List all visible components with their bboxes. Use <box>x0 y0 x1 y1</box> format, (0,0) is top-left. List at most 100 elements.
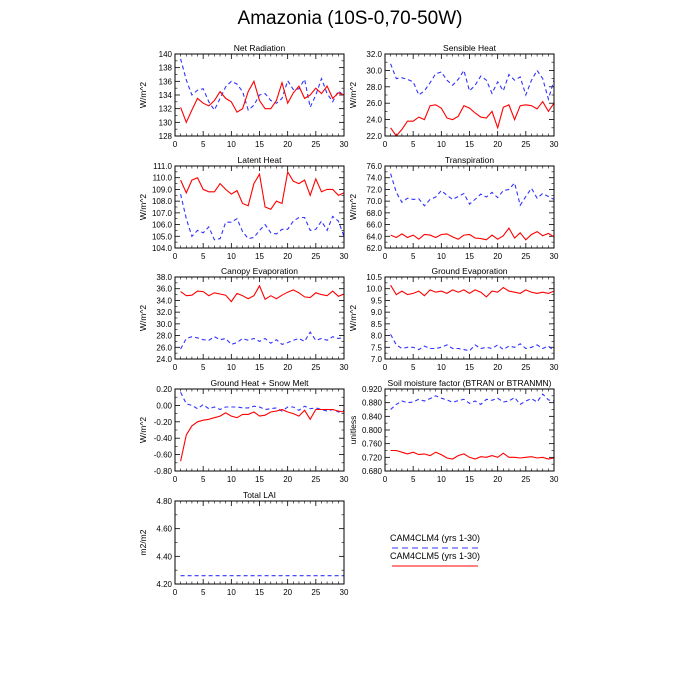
y-tick-label: -0.60 <box>154 451 173 460</box>
x-tick-label: 30 <box>550 140 559 149</box>
series-line-clm4 <box>180 193 345 241</box>
y-tick-label: 32.0 <box>366 50 382 59</box>
x-tick-label: 20 <box>493 363 502 372</box>
x-tick-label: 25 <box>311 363 320 372</box>
x-tick-label: 5 <box>201 363 206 372</box>
y-tick-label: 62.0 <box>366 244 382 253</box>
x-tick-label: 5 <box>411 140 416 149</box>
y-tick-label: 76.0 <box>366 162 382 171</box>
panel-5: Canopy Evaporation W/m^2 0 5 10 15 20 25 30 24.0 2… <box>138 266 349 372</box>
x-tick-label: 20 <box>283 252 292 261</box>
y-tick-label: 30.0 <box>366 66 382 75</box>
legend-label: CAM4CLM4 (yrs 1-30) <box>390 533 480 543</box>
x-tick-label: 25 <box>311 252 320 261</box>
y-tick-label: 0.680 <box>362 467 383 476</box>
plot-frame <box>174 276 345 360</box>
series-line-clm4 <box>390 393 555 410</box>
y-tick-label: 7.5 <box>371 343 383 352</box>
figure-title: Amazonia (10S-0,70-50W) <box>237 8 463 29</box>
panel-title: Ground Heat + Snow Melt <box>210 378 309 388</box>
series-line-clm4 <box>180 58 345 112</box>
panel-title: Transpiration <box>445 155 495 165</box>
y-tick-label: 105.0 <box>152 232 173 241</box>
x-tick-label: 30 <box>340 363 349 372</box>
panel-3: Latent Heat W/m^2 0 5 10 15 20 25 30 104.0 105.0 10… <box>138 155 349 261</box>
y-tick-label: 64.0 <box>366 232 382 241</box>
y-tick-label: 4.80 <box>156 497 172 506</box>
x-tick-label: 30 <box>340 252 349 261</box>
x-tick-label: 15 <box>255 140 264 149</box>
panel-4: Transpiration W/m^2 0 5 10 15 20 25 30 62.0 64.0 66… <box>348 155 559 261</box>
y-tick-label: 38.0 <box>156 273 172 282</box>
x-tick-label: 30 <box>340 140 349 149</box>
y-tick-label: 0.800 <box>362 426 383 435</box>
x-tick-label: 0 <box>383 140 388 149</box>
plot-frame <box>384 388 555 472</box>
plot-frame <box>384 165 555 249</box>
x-tick-label: 10 <box>227 252 236 261</box>
plot-frame <box>174 53 345 137</box>
x-tick-label: 30 <box>550 252 559 261</box>
y-axis-label: m2/m2 <box>138 529 148 555</box>
x-tick-label: 5 <box>201 588 206 597</box>
y-tick-label: 108.0 <box>152 197 173 206</box>
x-tick-label: 10 <box>437 252 446 261</box>
plot-frame <box>174 500 345 585</box>
series-line-clm5 <box>390 449 555 460</box>
y-tick-label: 4.20 <box>156 580 172 589</box>
x-tick-label: 20 <box>283 588 292 597</box>
series-line-clm4 <box>180 331 345 350</box>
plot-frame <box>174 388 345 472</box>
panel-6: Ground Evaporation W/m^2 0 5 10 15 20 25 30 7.0 7.… <box>348 266 559 372</box>
y-tick-label: 66.0 <box>366 221 382 230</box>
panel-title: Ground Evaporation <box>431 266 507 276</box>
panel-title: Soil moisture factor (BTRAN or BTRANMN) <box>388 378 552 388</box>
x-tick-label: 15 <box>255 588 264 597</box>
x-tick-label: 5 <box>201 475 206 484</box>
panel-2: Sensible Heat W/m^2 0 5 10 15 20 25 30 22.0 24.0 26… <box>348 43 559 149</box>
x-tick-label: 20 <box>283 140 292 149</box>
y-tick-label: 10.0 <box>366 285 382 294</box>
y-tick-label: -0.20 <box>154 418 173 427</box>
panel-9: Total LAI m2/m2 0 5 10 15 20 25 30 4.20 4.40 4.60 4.… <box>138 490 349 597</box>
series-line-clm4 <box>390 63 555 102</box>
panel-title: Sensible Heat <box>443 43 497 53</box>
y-tick-label: 109.0 <box>152 185 173 194</box>
y-tick-label: 134 <box>159 91 173 100</box>
x-tick-label: 20 <box>283 475 292 484</box>
x-tick-label: 20 <box>493 140 502 149</box>
y-tick-label: 34.0 <box>156 296 172 305</box>
x-tick-label: 0 <box>173 363 178 372</box>
y-tick-label: 68.0 <box>366 209 382 218</box>
y-tick-label: 107.0 <box>152 209 173 218</box>
x-tick-label: 10 <box>227 363 236 372</box>
y-tick-label: 0.840 <box>362 412 383 421</box>
y-tick-label: 140 <box>159 50 173 59</box>
x-tick-label: 15 <box>465 475 474 484</box>
y-tick-label: 0.20 <box>156 385 172 394</box>
x-tick-label: 10 <box>437 140 446 149</box>
x-tick-label: 30 <box>550 363 559 372</box>
series-line-clm5 <box>180 284 345 303</box>
x-tick-label: 0 <box>383 475 388 484</box>
y-tick-label: 28.0 <box>366 83 382 92</box>
series-line-clm5 <box>180 79 345 124</box>
y-tick-label: 132 <box>159 105 173 114</box>
y-axis-label: W/m^2 <box>348 82 358 108</box>
y-tick-label: 0.920 <box>362 385 383 394</box>
y-tick-label: 26.0 <box>156 343 172 352</box>
x-tick-label: 0 <box>383 252 388 261</box>
y-axis-label: W/m^2 <box>348 194 358 220</box>
x-tick-label: 20 <box>493 252 502 261</box>
y-tick-label: 8.0 <box>371 332 383 341</box>
x-tick-label: 25 <box>521 475 530 484</box>
x-tick-label: 10 <box>227 588 236 597</box>
y-tick-label: 0.880 <box>362 399 383 408</box>
series-line-clm5 <box>390 100 555 137</box>
y-tick-label: -0.40 <box>154 434 173 443</box>
y-axis-label: unitless <box>348 416 358 445</box>
x-tick-label: 20 <box>493 475 502 484</box>
y-tick-label: 24.0 <box>156 355 172 364</box>
y-tick-label: 70.0 <box>366 197 382 206</box>
y-tick-label: 72.0 <box>366 185 382 194</box>
